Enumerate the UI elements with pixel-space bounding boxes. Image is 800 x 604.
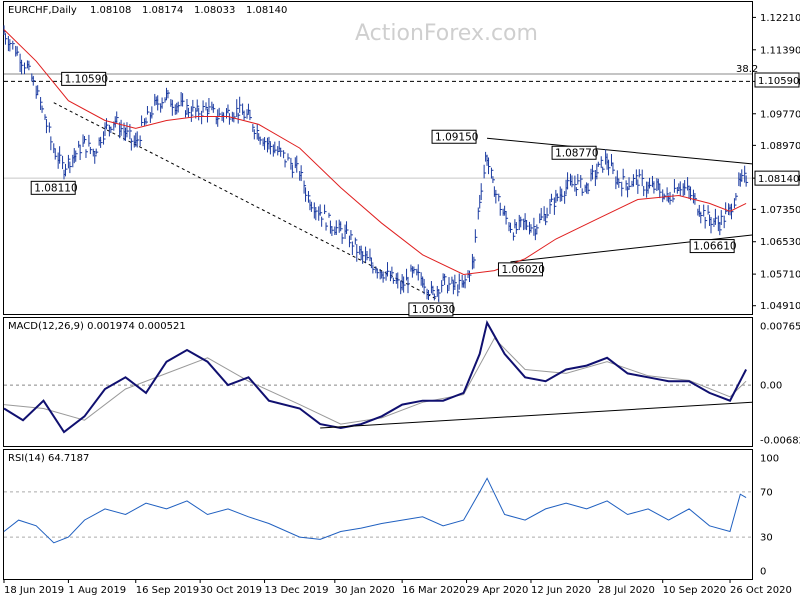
annotation-label: 1.05030 [412,304,455,316]
price-ytick-label: 1.12210 [760,13,800,24]
x-tick-label: 26 Oct 2020 [730,585,792,596]
macd-ytick-label: 0.00 [760,381,782,392]
watermark: ActionForex.com [355,21,538,46]
macd-ytick-label: 0.007655 [760,322,800,333]
x-tick-label: 30 Oct 2019 [200,585,262,596]
price-ytick-label: 1.08970 [760,141,800,152]
annotation-label: 1.08110 [34,182,77,194]
x-tick-label: 10 Sep 2020 [663,585,726,596]
price-panel [3,1,753,315]
annotation-label: 1.06610 [693,241,736,253]
price-header-high: 1.08174 [142,5,183,16]
macd-header: MACD(12,26,9) 0.001974 0.000521 [8,321,186,332]
price-ytick-label: 1.09770 [760,109,800,120]
x-tick-label: 12 Jun 2020 [531,585,591,596]
fib-label: 38.2 [736,64,758,75]
annotation-label: 1.10590 [65,73,108,85]
price-ma-line [3,29,747,276]
price-ytick-label: 1.05710 [760,270,800,281]
x-tick-label: 18 Jun 2019 [4,585,64,596]
rsi-panel [3,449,753,580]
annotation-box [551,145,597,160]
macd-signal-line [3,337,747,425]
annotation-box [689,239,735,254]
annotation-box [497,262,543,277]
x-tick-label: 29 Apr 2020 [467,585,529,596]
x-tick-label: 16 Mar 2020 [402,585,465,596]
price-trendline [487,137,753,165]
annotation-label: 1.08770 [555,147,598,159]
macd-trendline [320,401,753,429]
rsi-ytick-label: 30 [760,533,773,544]
macd-line [3,319,747,434]
x-tick-label: 30 Jan 2020 [335,585,395,596]
fib-price-label: 1.10590 [758,76,799,87]
rsi-ytick-label: 70 [760,487,773,498]
current-price-label: 1.08140 [758,174,799,185]
price-header-low: 1.08033 [194,5,235,16]
x-tick-label: 1 Aug 2019 [68,585,126,596]
annotation-box [30,180,76,195]
annotation-box [61,71,107,86]
annotation-box [408,302,454,317]
lines-layer [3,25,753,544]
rsi-header: RSI(14) 64.7187 [8,453,89,464]
price-ytick-label: 1.11390 [760,45,800,56]
annotation-label: 1.06020 [501,264,544,276]
annotation-box [431,129,477,144]
current-price-box [754,170,800,186]
fib-price-box [754,72,800,88]
price-ytick-label: 1.07350 [760,205,800,216]
x-tick-label: 16 Sep 2019 [136,585,199,596]
annotation-label: 1.09150 [435,131,478,143]
price-ytick-label: 1.04910 [760,301,800,312]
price-header-symbol: EURCHF,Daily [8,5,77,16]
x-tick-label: 13 Dec 2019 [265,585,329,596]
marks-layer: 1.12210 1.11390 1.10590 1.09770 1.08970 1.081… [3,13,800,596]
price-ytick-label: 1.06530 [760,237,800,248]
price-header-open: 1.08108 [90,5,131,16]
price-trendline [53,102,439,301]
x-tick-label: 28 Jul 2020 [598,585,655,596]
rsi-ytick-label: 100 [760,454,779,465]
price-header-close: 1.08140 [246,5,287,16]
rsi-line [3,477,747,544]
macd-ytick-label: -0.006822 [760,436,800,447]
rsi-ytick-label: 0 [760,567,766,578]
